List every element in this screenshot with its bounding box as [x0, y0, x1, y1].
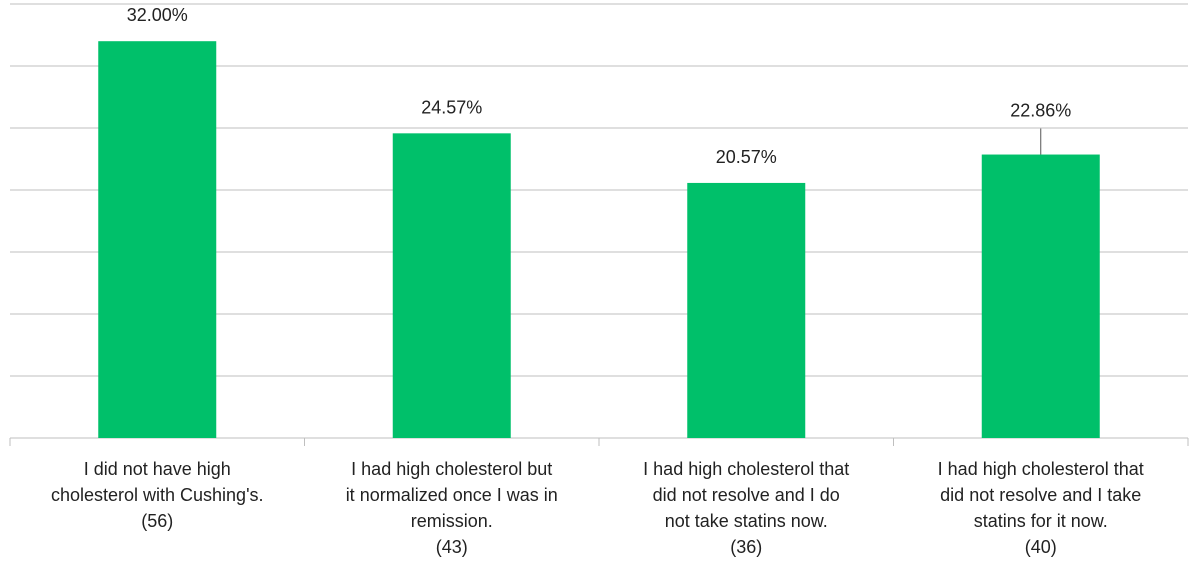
- data-label: 24.57%: [421, 97, 482, 117]
- x-tick-label: I had high cholesterol but it normalized…: [345, 459, 558, 557]
- x-tick-label: I had high cholesterol that did not reso…: [937, 459, 1144, 557]
- data-label: 32.00%: [127, 5, 188, 25]
- data-label: 22.86%: [1010, 101, 1071, 121]
- bar: [392, 133, 511, 438]
- data-label: 20.57%: [716, 147, 777, 167]
- x-tick-label: I did not have high cholesterol with Cus…: [50, 459, 264, 531]
- bar: [687, 182, 806, 438]
- bar: [981, 154, 1100, 438]
- x-tick-label: I had high cholesterol that did not reso…: [643, 459, 850, 557]
- bar: [98, 41, 217, 438]
